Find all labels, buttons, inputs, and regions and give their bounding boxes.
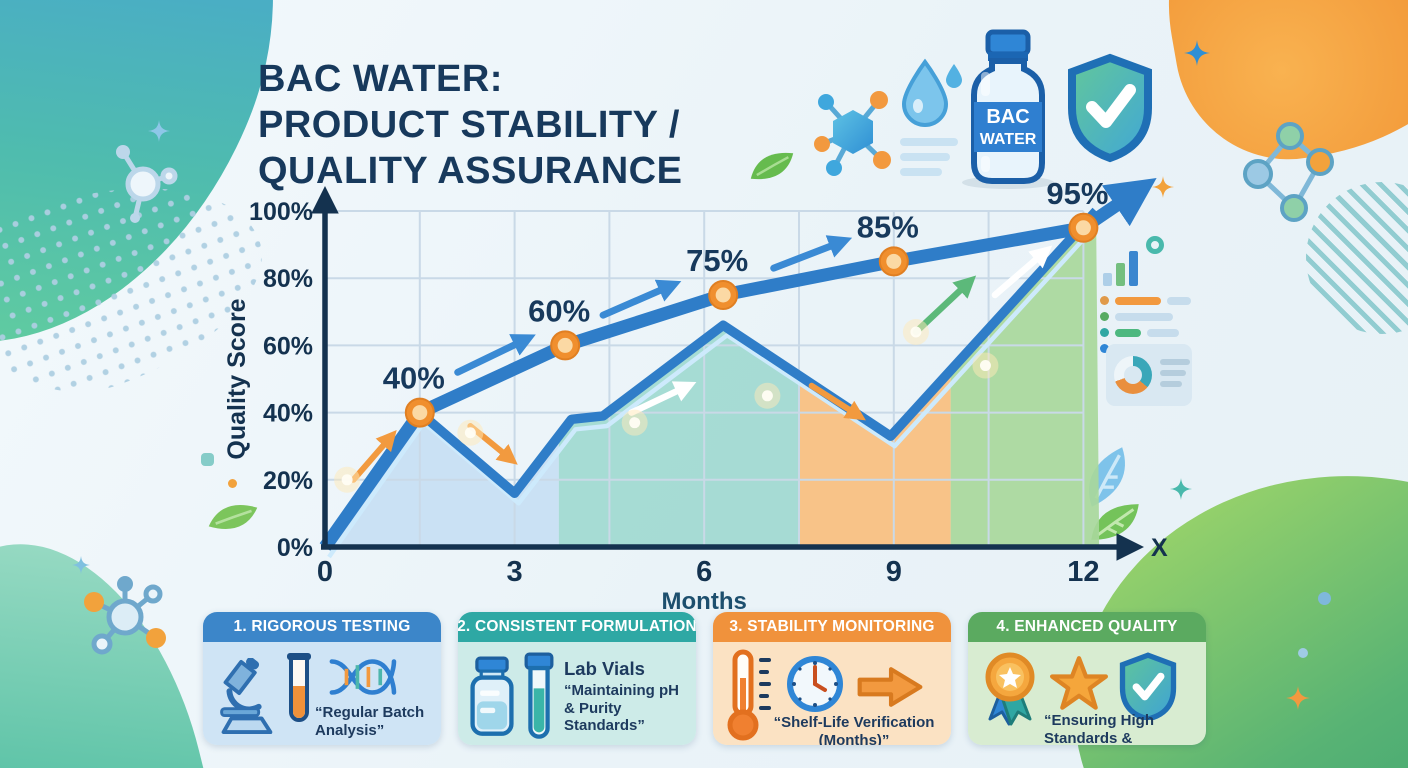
clock-icon (787, 656, 843, 712)
y-tick-label: 20% (263, 467, 313, 495)
card-4-caption: “Ensuring High Standards & Reliability” (1044, 712, 1154, 745)
card-1: 1. RIGOROUS TESTING (203, 612, 441, 745)
star-icon (1050, 656, 1108, 710)
data-point-label: 60% (528, 293, 590, 328)
glow-dot (464, 427, 476, 439)
bottle-label-line2: WATER (980, 131, 1037, 148)
decor-arrow (770, 235, 853, 272)
y-tick-label: 40% (263, 400, 313, 428)
page-title: BAC WATER: PRODUCT STABILITY / QUALITY A… (258, 56, 778, 194)
y-tick-label: 60% (263, 332, 313, 360)
card-4: 4. ENHANCED QUALITY “Ensuring Hi (968, 612, 1206, 745)
mini-bar-chart-icon (1103, 251, 1138, 286)
dot-decor (201, 453, 214, 466)
y-tick-label: 80% (263, 265, 313, 293)
data-point-label: 75% (686, 243, 748, 278)
test-tube-icon (287, 653, 311, 722)
decor-arrow (628, 381, 697, 416)
card-2-caption: “Maintaining pH & Purity Standards” (564, 682, 679, 735)
title-line-2: PRODUCT STABILITY / (258, 104, 680, 146)
card-2-title: 2. CONSISTENT FORMULATION (458, 612, 696, 642)
water-drop-icon (901, 58, 962, 127)
y-tick-label: 100% (249, 198, 313, 226)
data-point-label: 40% (383, 361, 445, 396)
line-decor (900, 168, 942, 176)
arrow-right-icon (857, 667, 923, 707)
dot-decor (228, 479, 237, 488)
card-3: 3. STABILITY MONITORING (713, 612, 951, 745)
decor-arrow (808, 382, 866, 421)
data-point-core (412, 405, 428, 421)
glow-dot (761, 390, 773, 402)
card-1-title: 1. RIGOROUS TESTING (203, 612, 441, 642)
x-tick-label: 12 (1067, 556, 1099, 588)
x-tick-label: 3 (507, 556, 523, 588)
feature-cards: 1. RIGOROUS TESTING (203, 612, 1206, 745)
dna-icon (329, 659, 397, 695)
dot-decor (1318, 592, 1331, 605)
y-axis-title: Quality Score (223, 298, 251, 459)
glow-dot (341, 474, 353, 486)
data-point-core (886, 253, 902, 269)
mini-donut-card-icon (1106, 344, 1192, 406)
card-3-caption: “Shelf-Life Verification (Months)” (773, 714, 935, 745)
title-line-1: BAC WATER: (258, 58, 503, 100)
x-tick-label: 6 (696, 556, 712, 588)
x-axis-title: Months (662, 588, 747, 615)
glow-dot (910, 326, 922, 338)
molecule-hex-icon (814, 91, 891, 176)
card-3-title: 3. STABILITY MONITORING (713, 612, 951, 642)
card-2: 2. CONSISTENT FORMULATION Lab Vials (458, 612, 696, 745)
tube-icon (524, 652, 554, 739)
decor-arrow (350, 429, 397, 483)
decor-arrow (991, 245, 1053, 299)
thermometer-icon (727, 649, 771, 741)
x-tick-label: 0 (317, 556, 333, 588)
sparkle-icon (1170, 478, 1192, 500)
card-2-subtitle: Lab Vials (564, 658, 645, 679)
glow-dot (979, 360, 991, 372)
line-decor (900, 153, 950, 161)
data-point-core (557, 337, 573, 353)
card-1-caption: “Regular Batch Analysis” (315, 704, 425, 739)
sparkle-icon (1286, 686, 1310, 710)
y-tick-label: 0% (277, 534, 313, 562)
molecule-icon (84, 576, 166, 655)
vial-icon (470, 656, 514, 736)
glow-dot (629, 417, 641, 429)
shield-check-icon (1119, 652, 1177, 720)
sparkle-icon (148, 120, 170, 142)
molecule-diamond-icon (1243, 122, 1334, 222)
microscope-icon (220, 658, 273, 735)
molecule-outline-icon (116, 145, 178, 223)
shield-check-icon (1068, 53, 1152, 163)
x-axis-end-label: X (1151, 534, 1168, 562)
leaf-icon (208, 505, 258, 529)
data-point-label: 85% (857, 209, 919, 244)
dot-decor (1298, 648, 1308, 658)
data-point-label: 95% (1046, 176, 1108, 211)
sparkle-icon (1152, 176, 1174, 198)
quality-score-chart: 40% 60% 75% 85% 95% 0% 20% 40% 60% 80% 100% 0 3 6 9 12 M… (215, 157, 1205, 622)
bac-water-bottle-icon: BAC WATER (971, 29, 1045, 184)
line-decor (900, 138, 958, 146)
detail-line-highlight (327, 219, 1102, 559)
data-point-core (1075, 220, 1091, 236)
leaf-icon (750, 152, 794, 180)
leaf-icon (1091, 504, 1139, 540)
bottle-label-line1: BAC (986, 106, 1029, 128)
sparkle-icon (72, 556, 90, 574)
card-4-title: 4. ENHANCED QUALITY (968, 612, 1206, 642)
title-line-3: QUALITY ASSURANCE (258, 150, 683, 192)
medal-icon (985, 652, 1035, 726)
sparkle-icon (1184, 40, 1210, 66)
decor-arrow (454, 334, 536, 376)
decor-arrow (599, 279, 682, 319)
ring-decor (1146, 236, 1164, 254)
x-tick-label: 9 (886, 556, 902, 588)
data-point-core (715, 287, 731, 303)
